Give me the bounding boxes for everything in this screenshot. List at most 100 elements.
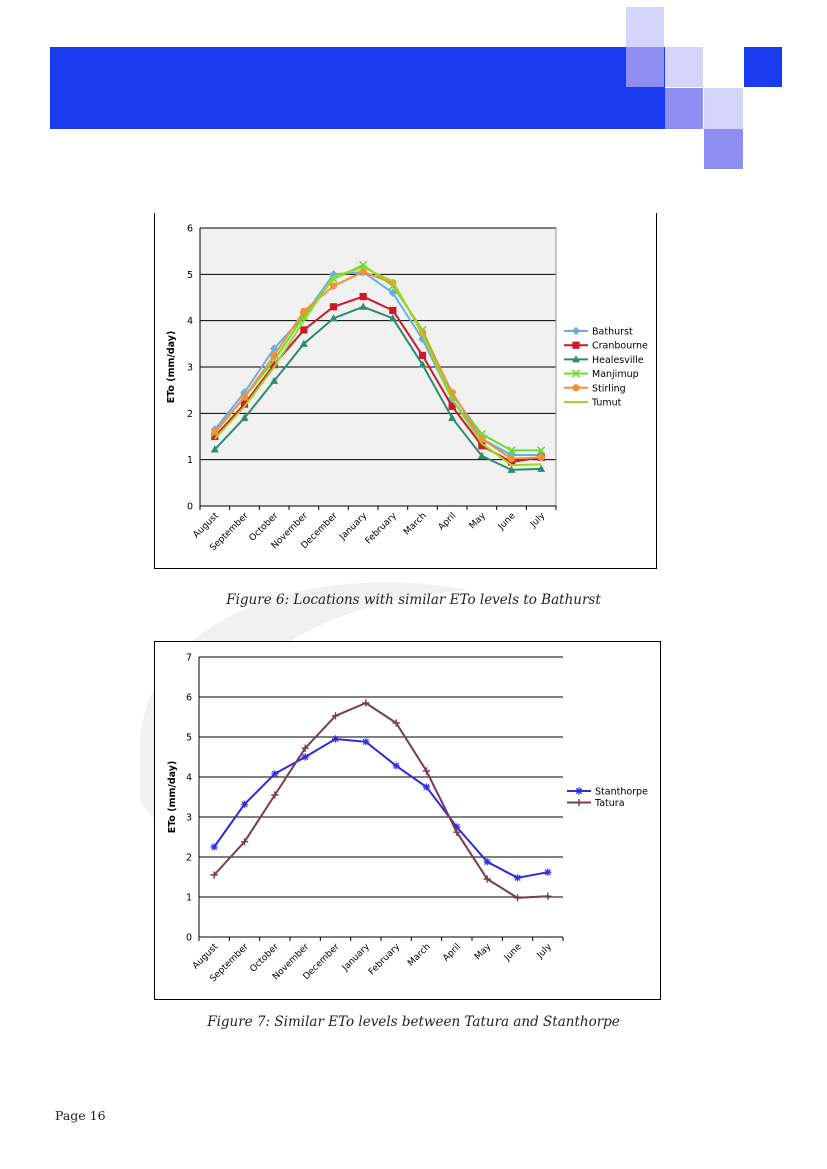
page-number: Page 16 xyxy=(55,1108,106,1123)
legend-label: Tatura xyxy=(594,798,625,809)
y-axis-title: ETo (mm/day) xyxy=(167,761,178,834)
figure-7-caption: Figure 7: Similar ETo levels between Tat… xyxy=(207,1014,620,1030)
data-point xyxy=(422,767,431,775)
data-point xyxy=(571,326,581,336)
header-square xyxy=(704,129,743,169)
data-point xyxy=(362,738,370,746)
data-point xyxy=(240,400,249,408)
data-point xyxy=(389,306,397,315)
data-point xyxy=(483,875,491,883)
data-point xyxy=(483,858,491,866)
series-line xyxy=(214,295,542,464)
data-point xyxy=(507,455,516,463)
series-line xyxy=(214,266,542,467)
data-point xyxy=(299,339,308,347)
data-point xyxy=(544,868,552,876)
data-point xyxy=(572,341,580,349)
data-point xyxy=(392,762,400,770)
data-point xyxy=(270,351,278,360)
data-point xyxy=(210,445,219,453)
legend-label: Cranbourne xyxy=(592,341,648,352)
y-tick-label: 0 xyxy=(186,933,192,944)
x-tick-label: June xyxy=(496,511,518,533)
data-point xyxy=(300,326,308,334)
data-point xyxy=(448,402,456,410)
x-tick-label: July xyxy=(528,511,548,531)
data-point xyxy=(329,314,338,322)
data-point xyxy=(210,871,218,879)
y-tick-label: 4 xyxy=(186,773,192,784)
data-point xyxy=(513,874,522,882)
data-point xyxy=(210,843,218,851)
data-point xyxy=(331,712,340,720)
y-tick-label: 1 xyxy=(186,893,192,904)
y-tick-label: 7 xyxy=(186,653,192,664)
series xyxy=(214,266,542,467)
data-point xyxy=(240,413,249,421)
data-point xyxy=(448,413,457,421)
data-point xyxy=(211,432,219,441)
header-square xyxy=(626,7,664,47)
data-point xyxy=(537,446,546,455)
data-point xyxy=(300,307,308,315)
series-line xyxy=(213,701,548,899)
data-point xyxy=(507,465,516,473)
series-line xyxy=(214,263,542,452)
data-point xyxy=(240,838,249,846)
y-tick-label: 2 xyxy=(186,853,192,864)
data-point xyxy=(331,735,340,743)
data-point xyxy=(240,388,249,397)
data-point xyxy=(575,787,583,795)
data-point xyxy=(418,351,427,360)
data-point xyxy=(507,446,516,455)
chart-canvas: 0123456AugustSeptemberOctoberNovemberDec… xyxy=(154,213,657,569)
legend-label: Manjimup xyxy=(592,369,639,380)
data-point xyxy=(572,355,580,363)
data-point xyxy=(240,800,249,808)
y-tick-label: 5 xyxy=(186,733,192,744)
x-tick-label: March xyxy=(406,942,432,968)
header-square xyxy=(665,88,703,129)
y-tick-label: 3 xyxy=(187,363,193,374)
data-point xyxy=(301,744,309,752)
data-point xyxy=(329,282,338,290)
data-point xyxy=(537,464,546,472)
data-point xyxy=(544,892,552,900)
data-point xyxy=(477,451,486,459)
figure-6-chart: 0 1 2 3 4 5 6 August September October November Dec… xyxy=(154,213,657,569)
data-point xyxy=(359,268,367,276)
series-line xyxy=(213,737,549,879)
y-tick-label: 6 xyxy=(187,224,193,235)
data-point xyxy=(537,453,545,461)
x-tick-label: July xyxy=(535,942,555,962)
data-point xyxy=(271,791,279,799)
data-point xyxy=(271,770,279,778)
y-tick-label: 0 xyxy=(187,502,193,513)
data-point xyxy=(575,798,583,807)
data-point xyxy=(571,369,581,378)
data-point xyxy=(392,719,400,727)
data-point xyxy=(329,303,338,311)
x-tick-label: March xyxy=(402,511,428,537)
data-point xyxy=(269,344,279,353)
header-square xyxy=(704,88,743,129)
data-point xyxy=(478,442,486,450)
y-tick-label: 6 xyxy=(186,693,192,704)
data-point xyxy=(362,699,370,707)
header-square xyxy=(665,47,703,87)
legend-label: Stanthorpe xyxy=(595,787,648,798)
y-tick-label: 4 xyxy=(187,316,193,327)
series xyxy=(210,735,552,882)
data-point xyxy=(453,828,461,836)
data-point xyxy=(388,314,397,322)
y-tick-label: 1 xyxy=(187,455,193,466)
x-tick-label: August xyxy=(192,511,222,541)
x-tick-label: February xyxy=(364,511,400,547)
data-point xyxy=(359,292,367,301)
data-point xyxy=(270,376,279,384)
data-point xyxy=(513,894,522,902)
data-point xyxy=(418,360,427,368)
figure-6-caption: Figure 6: Locations with similar ETo lev… xyxy=(226,592,601,608)
series xyxy=(210,699,552,902)
header-square xyxy=(744,47,782,87)
